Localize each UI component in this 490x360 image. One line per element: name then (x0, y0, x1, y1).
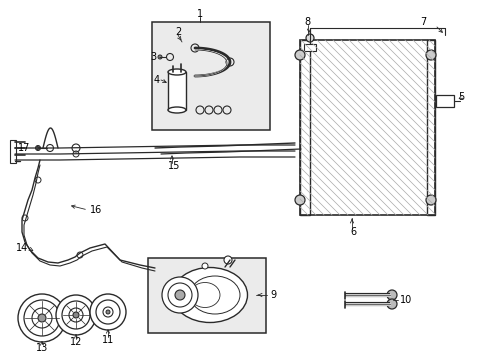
Text: 13: 13 (36, 343, 48, 353)
Ellipse shape (168, 107, 186, 113)
Ellipse shape (168, 69, 186, 75)
Circle shape (306, 34, 314, 42)
Circle shape (426, 50, 436, 60)
Text: 6: 6 (350, 227, 356, 237)
Circle shape (295, 50, 305, 60)
Circle shape (158, 55, 162, 59)
Circle shape (35, 145, 41, 150)
Bar (304, 44, 316, 51)
Circle shape (387, 290, 397, 300)
Text: 2: 2 (175, 27, 181, 37)
Text: 12: 12 (70, 337, 82, 347)
Text: 11: 11 (102, 335, 114, 345)
Text: 10: 10 (400, 295, 412, 305)
Ellipse shape (172, 267, 247, 323)
Bar (300, 40, 435, 215)
Circle shape (77, 252, 83, 258)
Bar (152, 22, 270, 130)
Circle shape (22, 215, 28, 221)
Text: 15: 15 (168, 161, 180, 171)
Bar (427, 40, 435, 215)
Circle shape (106, 310, 110, 314)
Circle shape (73, 312, 79, 318)
Circle shape (175, 290, 185, 300)
Circle shape (90, 294, 126, 330)
Circle shape (202, 263, 208, 269)
Circle shape (38, 314, 46, 322)
Text: 5: 5 (458, 92, 464, 102)
Bar (148, 258, 266, 333)
Circle shape (47, 144, 53, 152)
Circle shape (224, 256, 232, 264)
Circle shape (56, 295, 96, 335)
Text: 8: 8 (304, 17, 310, 27)
Text: 4: 4 (154, 75, 160, 85)
Circle shape (426, 195, 436, 205)
Text: 1: 1 (197, 9, 203, 19)
Bar (10, 140, 16, 163)
Circle shape (387, 299, 397, 309)
Bar (168, 72, 186, 110)
Text: 16: 16 (90, 205, 102, 215)
Circle shape (162, 277, 198, 313)
Bar (436, 95, 454, 107)
Circle shape (295, 195, 305, 205)
Circle shape (18, 294, 66, 342)
Circle shape (35, 177, 41, 183)
Text: 9: 9 (270, 290, 276, 300)
Circle shape (72, 144, 80, 152)
Text: 3: 3 (150, 52, 156, 62)
Text: 14: 14 (16, 243, 28, 253)
Text: 7: 7 (420, 17, 426, 27)
Text: 17: 17 (18, 143, 30, 153)
Bar (300, 40, 310, 215)
